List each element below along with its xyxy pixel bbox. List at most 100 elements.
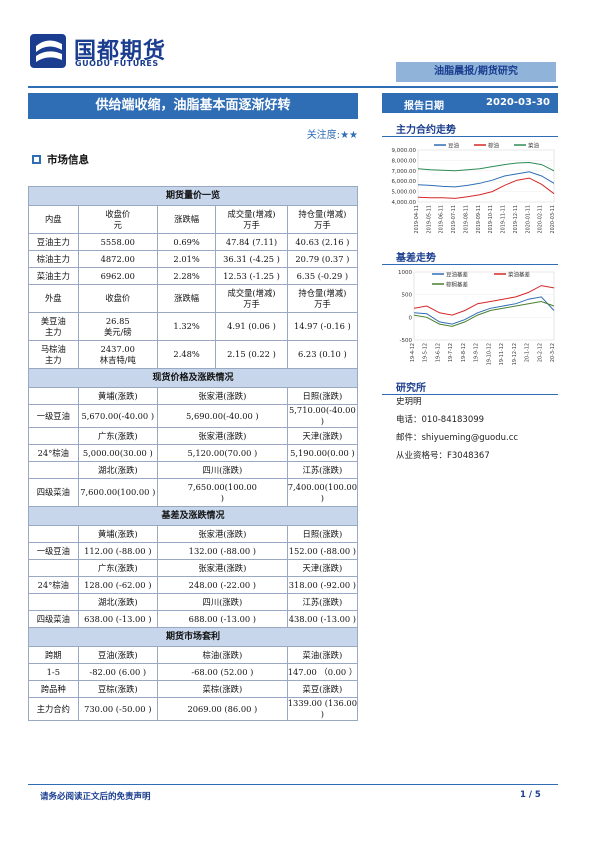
foreign-cell-1: 2437.00 林吉特/吨 xyxy=(77,340,158,369)
chart-x-tick-label: 2019-11-11 xyxy=(501,205,507,233)
foreign-row: 美豆油 主力 26.85 美元/磅 1.32% 4.91 (0.06 ) 14.97 (-0… xyxy=(28,312,359,341)
chart-series-line xyxy=(417,177,555,199)
attention-rating: 关注度:★★ xyxy=(270,126,358,141)
chart-x-tick-label: 19-7-12 xyxy=(448,343,454,362)
basis-value-0: 112.00 (-88.00 ) xyxy=(77,542,158,560)
spot-price-region-2: 日照(涨跌) xyxy=(286,387,359,405)
domestic-cell-1: 5558.00 xyxy=(77,233,158,251)
spot-price-value-2: 5,190.00(0.00 ) xyxy=(286,444,359,462)
chart2-title: 基差走势 xyxy=(396,253,436,264)
foreign-head-1: 收盘价 xyxy=(77,284,158,313)
foreign-cell-4: 6.23 (0.10 ) xyxy=(286,340,359,369)
basis-empty xyxy=(28,559,79,577)
arbitrage-cell-3: 147.00 （0.00 ） xyxy=(286,663,359,681)
arbitrage-cell-2: 2069.00 (86.00 ) xyxy=(156,697,288,721)
domestic-cell-2: 2.28% xyxy=(156,267,217,285)
domestic-head-1: 收盘价元 xyxy=(77,205,158,234)
chart-x-tick-label: 20-1-12 xyxy=(525,343,531,362)
foreign-cell-0: 马棕油 主力 xyxy=(28,340,79,369)
chart-series-line xyxy=(417,161,555,172)
spot-price-value-row: 24°棕油 5,000.00(30.00 ) 5,120.00(70.00 ) 5,1… xyxy=(28,444,359,462)
chart1-title: 主力合约走势 xyxy=(396,125,456,136)
basis-value-row: 四级菜油 638.00 (-13.00 ) 688.00 (-13.00 ) 438.… xyxy=(28,610,359,628)
analyst-name: 史玥明 xyxy=(396,397,422,407)
report-date-value: 2020-03-30 xyxy=(486,97,550,108)
domestic-cell-3: 47.84 (7.11) xyxy=(215,233,288,251)
foreign-head-0: 外盘 xyxy=(28,284,79,313)
chart-series-line xyxy=(413,300,555,327)
basis-region-row: 广东(涨跌) 张家港(涨跌) 天津(涨跌) xyxy=(28,559,359,577)
foreign-cell-4: 14.97 (-0.16 ) xyxy=(286,312,359,341)
spot-price-region-1: 张家港(涨跌) xyxy=(156,427,288,445)
spot-price-empty xyxy=(28,387,79,405)
section-market-info: 市场信息 xyxy=(32,152,89,167)
foreign-head-2: 涨跌幅 xyxy=(156,284,217,313)
guodu-logo-icon xyxy=(30,34,66,68)
chart-x-tick-label: 2019-04-11 xyxy=(414,205,420,233)
arbitrage-cell-1: 豆棕(涨跌) xyxy=(77,680,158,698)
basis-value-0: 128.00 (-62.00 ) xyxy=(77,576,158,594)
arbitrage-cell-1: 730.00 (-50.00 ) xyxy=(77,697,158,721)
section-marker-icon xyxy=(32,155,41,164)
futures-overview-header: 期货量价一览 xyxy=(28,186,358,206)
chart-x-tick-label: 2019-05-11 xyxy=(426,205,432,233)
foreign-head-3: 成交量(增减) 万手 xyxy=(215,284,288,313)
domestic-head-4: 持仓量(增减) 万手 xyxy=(286,205,359,234)
spot-price-region-0: 广东(涨跌) xyxy=(77,427,158,445)
domestic-row: 豆油主力 5558.00 0.69% 47.84 (7.11) 40.63 (2.16 … xyxy=(28,233,359,251)
basis-empty xyxy=(28,525,79,543)
basis-value-2: 318.00 (-92.00 ) xyxy=(286,576,359,594)
basis-empty xyxy=(28,593,79,611)
arbitrage-cell-1: 豆油(涨跌) xyxy=(77,646,158,664)
basis-region-2: 江苏(涨跌) xyxy=(286,593,359,611)
spot-price-value-0: 5,670.00(-40.00 ) xyxy=(77,404,158,428)
header-divider xyxy=(28,86,558,88)
analyst-email[interactable]: 邮件：shiyueming@guodu.cc xyxy=(396,433,519,443)
arbitrage-cell-0: 跨期 xyxy=(28,646,79,664)
domestic-cell-0: 豆油主力 xyxy=(28,233,79,251)
chart-series-line xyxy=(417,171,555,188)
arbitrage-cell-3: 菜豆(涨跌) xyxy=(286,680,359,698)
spot-price-value-1: 7,650.00(100.00) xyxy=(156,478,288,507)
chart-x-tick-label: 19-8-12 xyxy=(461,343,467,362)
chart-legend-label: 棕榈基差 xyxy=(446,281,469,289)
chart-series-line xyxy=(413,296,555,325)
domestic-row: 棕油主力 4872.00 2.01% 36.31 (-4.25 ) 20.79 (0.3… xyxy=(28,250,359,268)
spot-price-empty xyxy=(28,461,79,479)
chart-legend-label: 豆油基差 xyxy=(446,271,469,279)
basis-region-row: 黄埔(涨跌) 张家港(涨跌) 日照(涨跌) xyxy=(28,525,359,543)
chart-x-tick-label: 2020-02-11 xyxy=(538,205,544,233)
basis-header: 基差及涨跌情况 xyxy=(28,506,358,526)
arbitrage-cell-0: 1-5 xyxy=(28,663,79,681)
basis-header-cell: 基差及涨跌情况 xyxy=(28,506,358,526)
chart-y-tick-label: 9,000.00 xyxy=(392,148,417,154)
chart-x-tick-label: 19-6-12 xyxy=(435,343,441,362)
basis-product: 一级豆油 xyxy=(28,542,79,560)
chart-y-tick-label: 5,000.00 xyxy=(392,190,417,196)
analyst-info: 史玥明 电话：010-84183099 邮件：shiyueming@guodu.… xyxy=(396,393,518,465)
domestic-cell-1: 6962.00 xyxy=(77,267,158,285)
chart-x-tick-label: 20-3-12 xyxy=(550,343,556,362)
basis-value-0: 638.00 (-13.00 ) xyxy=(77,610,158,628)
chart1-divider xyxy=(382,136,558,137)
spot-price-region-row: 湖北(涨跌) 四川(涨跌) 江苏(涨跌) xyxy=(28,461,359,479)
domestic-cell-4: 20.79 (0.37 ) xyxy=(286,250,359,268)
spot-price-empty xyxy=(28,427,79,445)
chart2-divider xyxy=(382,264,558,265)
arbitrage-header: 期货市场套利 xyxy=(28,627,358,647)
foreign-cell-2: 1.32% xyxy=(156,312,217,341)
spot-price-region-row: 黄埔(涨跌) 张家港(涨跌) 日照(涨跌) xyxy=(28,387,359,405)
logo: 国都期货 GUODU FUTURES xyxy=(28,32,178,74)
chart-y-tick-label: 7,000.00 xyxy=(392,169,417,175)
section-market-title: 市场信息 xyxy=(47,154,89,166)
chart-x-tick-label: 19-4-12 xyxy=(410,343,416,362)
arbitrage-cell-0: 主力合约 xyxy=(28,697,79,721)
spot-price-product: 一级豆油 xyxy=(28,404,79,428)
domestic-cell-3: 12.53 (-1.25 ) xyxy=(215,267,288,285)
spot-price-value-1: 5,690.00(-40.00 ) xyxy=(156,404,288,428)
domestic-cell-4: 6.35 (-0.29 ) xyxy=(286,267,359,285)
arbitrage-row: 跨品种 豆棕(涨跌) 菜棕(涨跌) 菜豆(涨跌) xyxy=(28,680,359,698)
spot-price-value-0: 7,600.00(100.00 ) xyxy=(77,478,158,507)
chart-x-tick-label: 2020-03-11 xyxy=(550,205,556,233)
